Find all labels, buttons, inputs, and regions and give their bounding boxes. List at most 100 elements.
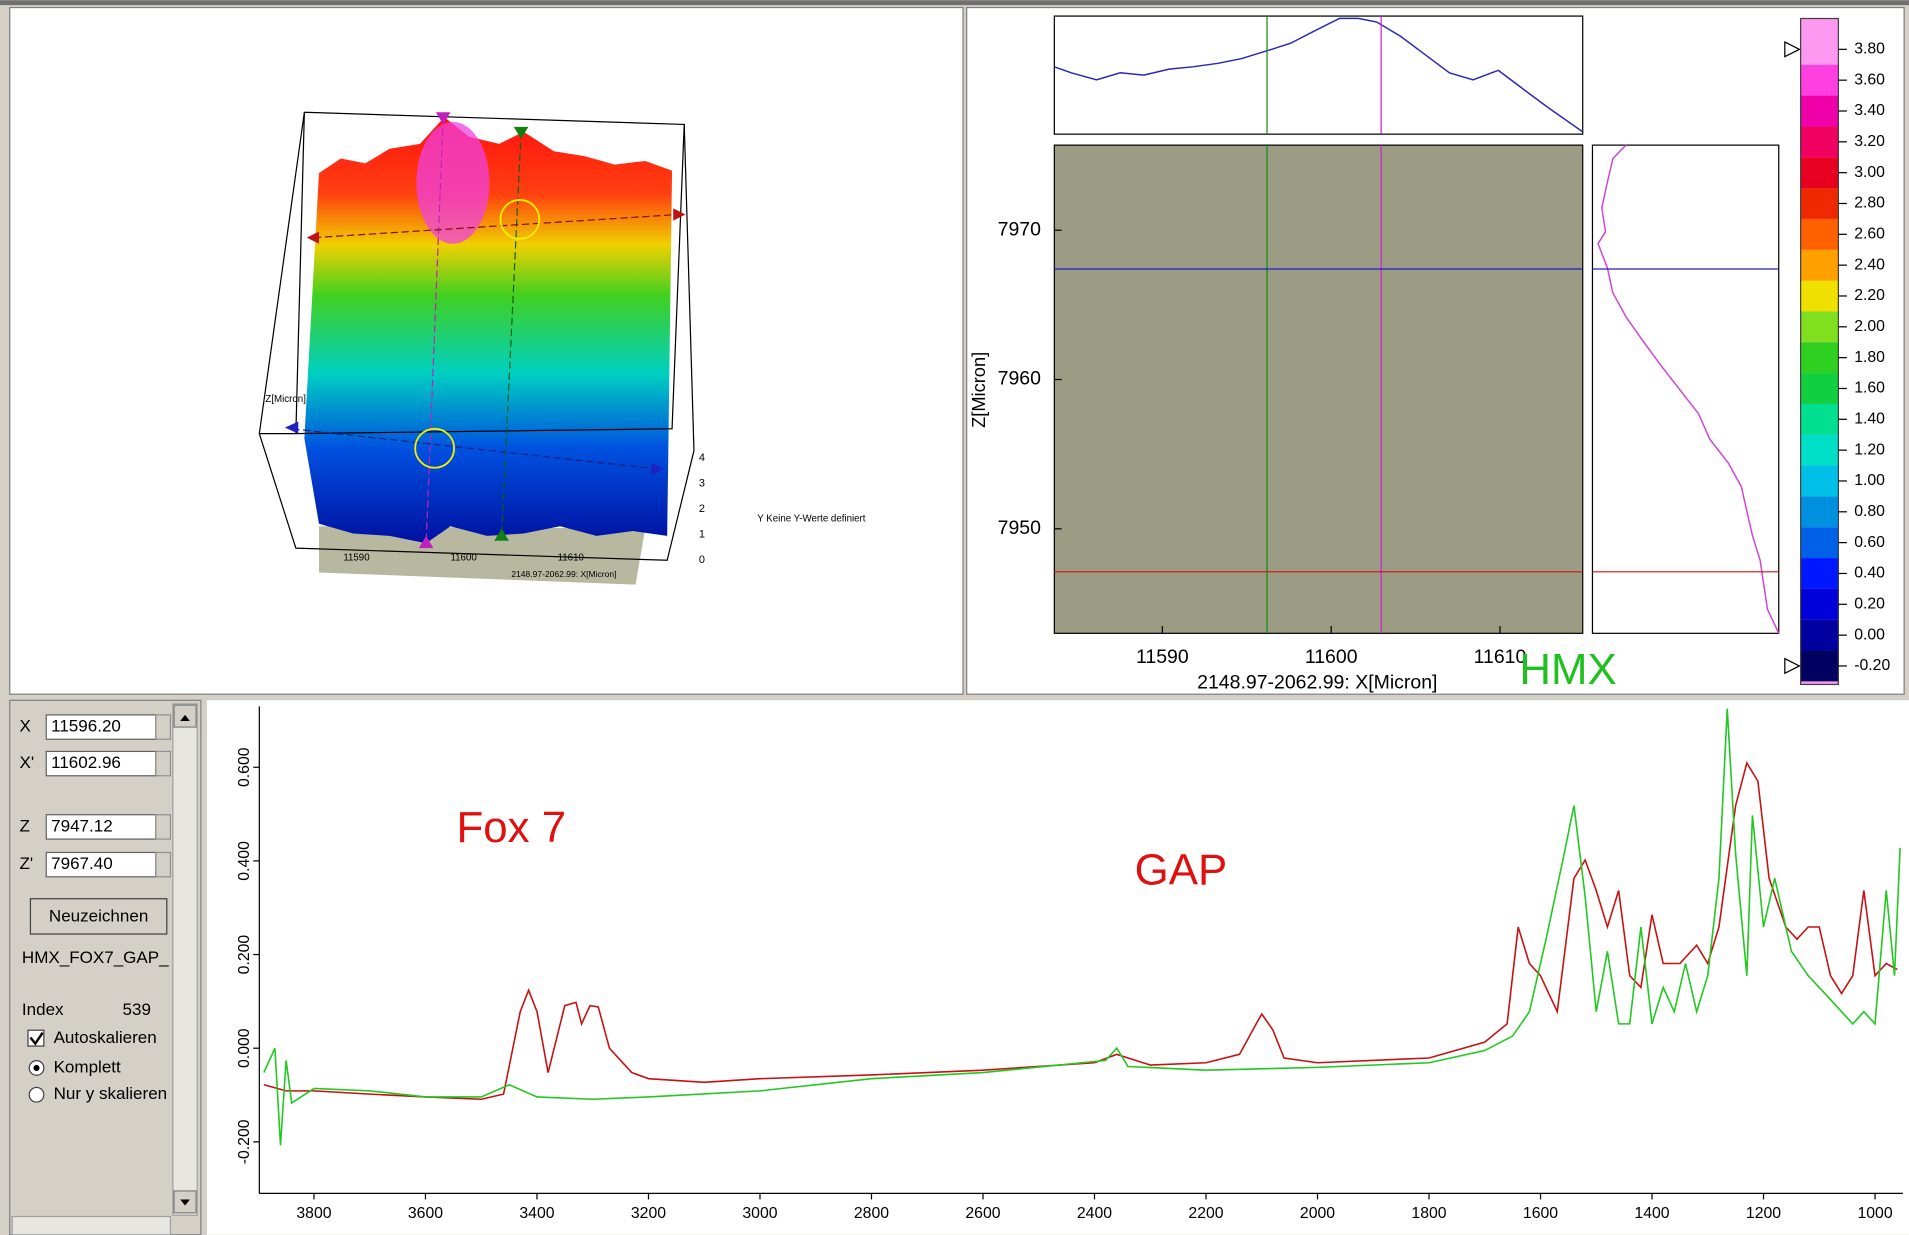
cursor-handle xyxy=(673,208,686,221)
surface-z-tick: 4 xyxy=(699,452,705,464)
range-marker xyxy=(1784,657,1801,675)
x-tick-label: 2200 xyxy=(1188,1205,1223,1222)
x-tick-label: 11610 xyxy=(1474,646,1527,668)
annotation: Fox 7 xyxy=(457,803,567,852)
surface-3d: Z[Micron] 2148.97-2062.99: X[Micron] Y K… xyxy=(258,111,866,585)
spinner[interactable] xyxy=(155,750,172,777)
annotation: HMX xyxy=(1519,645,1616,694)
text-field[interactable] xyxy=(45,714,157,740)
surface-z-tick: 3 xyxy=(699,477,705,489)
cursor-line xyxy=(292,428,658,470)
x-tick-label: 11590 xyxy=(1136,646,1189,668)
color-band xyxy=(1800,588,1839,620)
y-tick-label: 0.600 xyxy=(236,747,253,787)
cursor-line xyxy=(314,213,679,239)
redraw-button[interactable] xyxy=(29,898,168,935)
colorbar-tick-label: 0.00 xyxy=(1854,626,1885,643)
x-tick-label: 3200 xyxy=(631,1205,666,1222)
surface xyxy=(304,117,673,544)
x-tick-label: 3600 xyxy=(408,1205,443,1222)
colorbar-tick-label: 0.60 xyxy=(1854,534,1885,551)
x-tick-label: 2600 xyxy=(965,1205,1000,1222)
radio-label: Komplett xyxy=(54,1057,121,1076)
x-tick-label: 1400 xyxy=(1634,1205,1669,1222)
spinner[interactable] xyxy=(155,714,172,740)
field-value: 7947.12 xyxy=(51,816,113,835)
color-band xyxy=(1800,465,1839,497)
cursor-circle xyxy=(499,198,541,240)
field-value: 11596.20 xyxy=(51,717,121,736)
cursor-line xyxy=(425,117,444,544)
color-band xyxy=(1800,373,1839,404)
y-tick-label: 0.200 xyxy=(236,935,253,975)
image xyxy=(1053,144,1584,634)
colorbar-tick-label: 1.80 xyxy=(1854,349,1885,366)
colorbar-tick-label: 2.60 xyxy=(1854,225,1885,242)
surface-message: Y Keine Y-Werte definiert xyxy=(757,513,866,524)
top-edge xyxy=(0,0,1909,6)
redraw-button-label[interactable]: Neuzeichnen xyxy=(49,906,148,925)
field-value: 7967.40 xyxy=(51,854,113,873)
colorbar-tick-label: 3.00 xyxy=(1854,164,1885,181)
colorbar-tick-label: -0.20 xyxy=(1854,657,1890,674)
colorbar-tick-label: 1.20 xyxy=(1854,441,1885,458)
color-band xyxy=(1800,33,1839,65)
x-tick-label: 3400 xyxy=(519,1205,554,1222)
colorbar-tick-label: 0.40 xyxy=(1854,565,1885,582)
spectrum-panel xyxy=(206,700,1909,1235)
color-band xyxy=(1800,434,1839,466)
y-axis-label: Z[Micron] xyxy=(968,352,989,428)
x-tick-label: 3000 xyxy=(742,1205,777,1222)
index-value: 539 xyxy=(123,1000,151,1019)
scroll-arrow xyxy=(180,1199,190,1206)
field-label: Z xyxy=(19,816,29,835)
checkbox[interactable] xyxy=(27,1029,45,1047)
x-tick-label: 2400 xyxy=(1077,1205,1112,1222)
colorbar-tick-label: 0.80 xyxy=(1854,503,1885,520)
colorbar-tick-label: 3.20 xyxy=(1854,133,1885,150)
color-band xyxy=(1800,157,1839,189)
text-field[interactable] xyxy=(45,814,157,840)
box-line xyxy=(258,112,305,434)
spectrum-line xyxy=(263,708,1901,1146)
surface-z-tick: 1 xyxy=(699,529,705,541)
color-band xyxy=(1800,95,1839,127)
scrollbar[interactable] xyxy=(172,703,198,1216)
radio-label: Nur y skalieren xyxy=(54,1084,168,1103)
colorbar-frame xyxy=(1800,17,1839,686)
color-band xyxy=(1800,558,1839,589)
scroll-arrow xyxy=(180,714,190,721)
box-line xyxy=(258,433,695,561)
radio-dot xyxy=(33,1064,40,1072)
profile-z-box xyxy=(1591,144,1780,634)
control-panel: Neuzeichnen HMX_FOX7_GAP_ Index 539 xyxy=(9,699,202,1235)
color-band xyxy=(1800,403,1839,435)
index-label: Index xyxy=(22,1000,64,1019)
spectrum-line xyxy=(263,760,1898,1101)
x-tick-label: 1000 xyxy=(1857,1205,1892,1222)
surface-peak xyxy=(416,121,490,244)
y-tick-label: 7950 xyxy=(998,517,1041,539)
field-label: Z' xyxy=(19,854,33,873)
x-tick-label: 1600 xyxy=(1523,1205,1558,1222)
cursor-handle xyxy=(418,535,434,549)
color-band xyxy=(1800,249,1839,281)
surface-axis-label: Z[Micron] xyxy=(265,394,306,405)
x-axis-label: 2148.97-2062.99: X[Micron] xyxy=(1197,671,1437,693)
colorbar-tick-label: 1.60 xyxy=(1854,380,1885,397)
h-scrollbar[interactable] xyxy=(11,1215,172,1235)
colorbar-tick-label: 1.00 xyxy=(1854,472,1885,489)
profile-z-line xyxy=(1597,144,1780,634)
cursor-handle xyxy=(284,421,299,434)
cursor-circle xyxy=(414,427,456,469)
spinner[interactable] xyxy=(155,851,172,878)
cursor-handle xyxy=(494,528,509,541)
spinner[interactable] xyxy=(155,814,172,840)
color-band xyxy=(1800,280,1839,312)
y-tick-label: 0.400 xyxy=(236,841,253,881)
colorbar-tick-label: 2.80 xyxy=(1854,195,1885,212)
color-band xyxy=(1800,527,1839,559)
radio[interactable] xyxy=(28,1086,45,1103)
box-line xyxy=(295,111,685,435)
